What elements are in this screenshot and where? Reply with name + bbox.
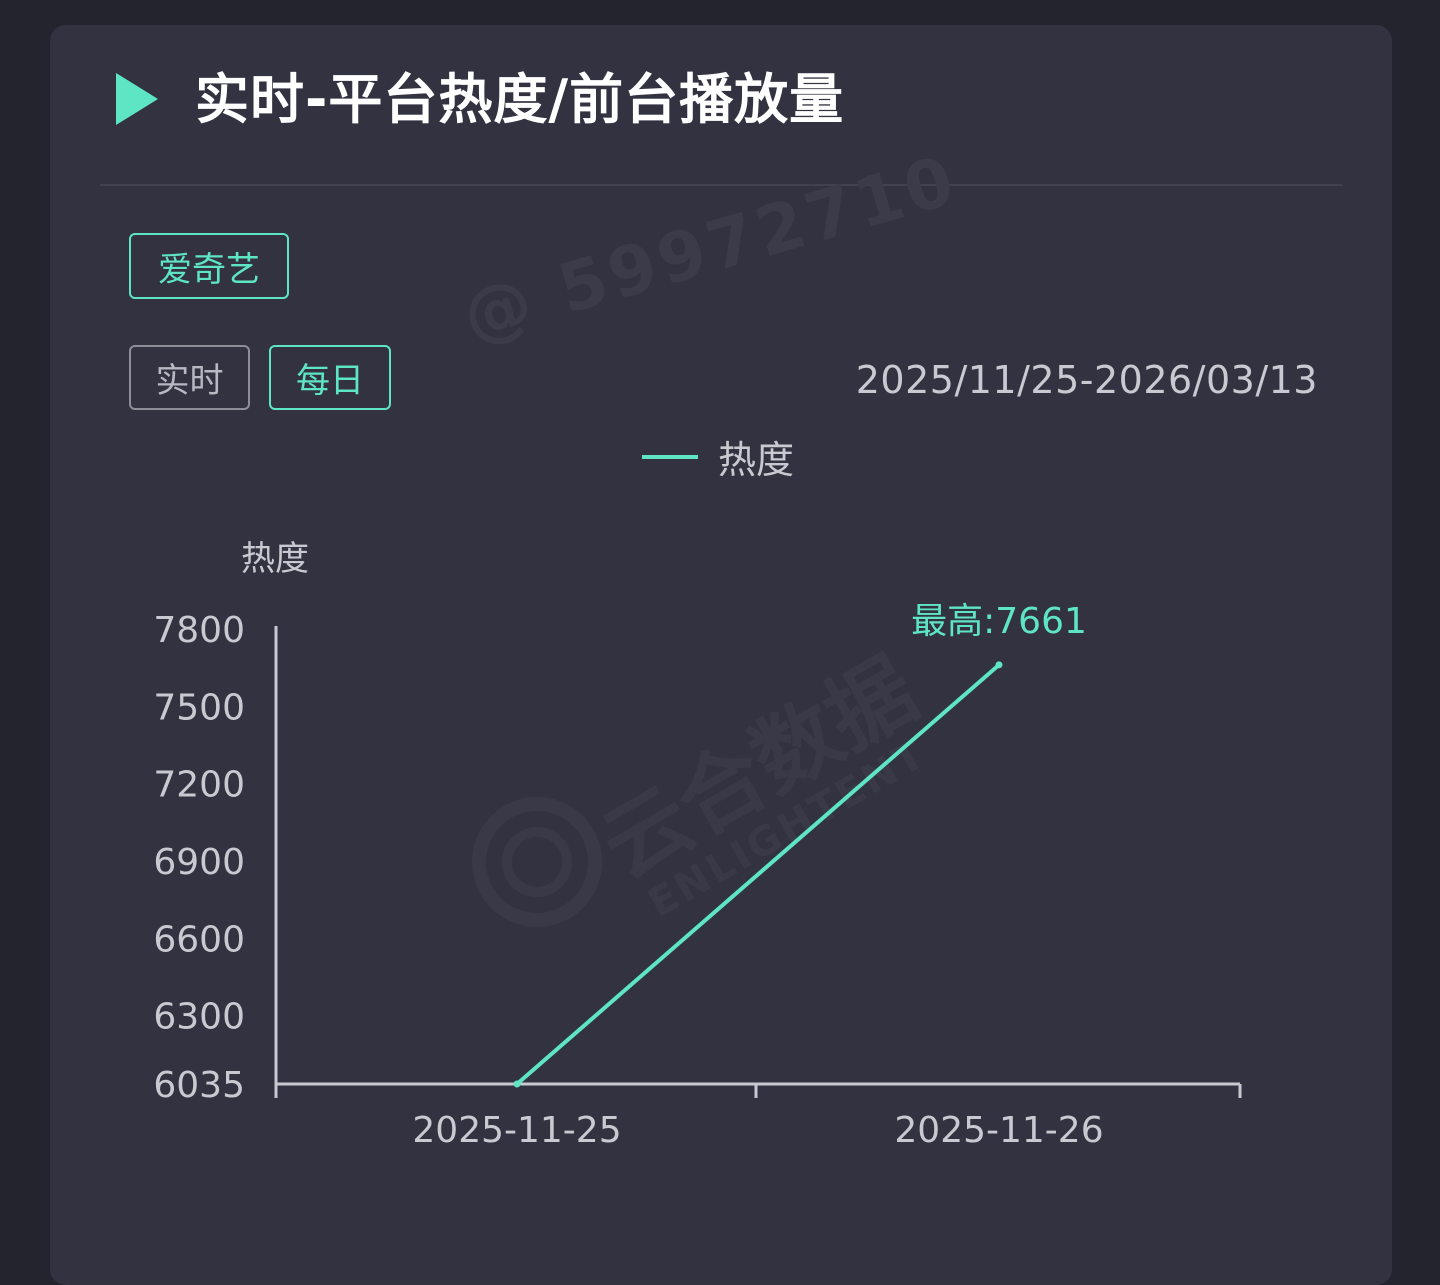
- brand-logo-icon: [472, 797, 602, 927]
- y-tick-labels: 7800 7500 7200 6900 6600 6300 6035: [153, 610, 245, 1106]
- data-point[interactable]: [513, 1080, 521, 1088]
- chart-legend[interactable]: 热度: [642, 429, 794, 484]
- y-tick-label: 6900: [153, 842, 245, 883]
- divider: [100, 184, 1342, 186]
- brand-watermark: 云合数据 ENLIGHTENT: [472, 640, 935, 927]
- x-tick-label: 2025-11-25: [412, 1110, 621, 1151]
- y-tick-label: 7500: [153, 687, 245, 728]
- tab-daily[interactable]: 每日: [269, 345, 391, 410]
- tab-realtime[interactable]: 实时: [129, 345, 250, 410]
- page-title: 实时-平台热度/前台播放量: [195, 68, 845, 131]
- legend-label: 热度: [718, 438, 795, 482]
- x-tick-label: 2025-11-26: [894, 1110, 1103, 1151]
- x-tick-labels: 2025-11-25 2025-11-26: [412, 1110, 1103, 1151]
- play-icon: [116, 73, 158, 125]
- series-line: [515, 663, 1001, 1086]
- platform-tag[interactable]: 爱奇艺: [129, 233, 289, 299]
- annotations: 最高:7661: [911, 601, 1087, 642]
- max-annotation: 最高:7661: [911, 601, 1087, 642]
- y-tick-label: 6300: [153, 997, 245, 1038]
- line-chart: 云合数据 ENLIGHTENT 热度 7800 7500 7200 6900 6600 6…: [153, 539, 1242, 1151]
- y-tick-label: 6035: [153, 1065, 245, 1106]
- data-point[interactable]: [995, 661, 1003, 669]
- legend-line-swatch: [642, 454, 698, 459]
- y-tick-label: 7800: [153, 610, 245, 651]
- series-group: [513, 661, 1003, 1088]
- y-tick-label: 7200: [153, 765, 245, 806]
- chart-card: 实时-平台热度/前台播放量 爱奇艺 实时 每日 2025/11/25-2026/…: [50, 25, 1392, 1285]
- y-tick-label: 6600: [153, 919, 245, 960]
- y-axis-title: 热度: [241, 539, 309, 579]
- date-range[interactable]: 2025/11/25-2026/03/13: [855, 358, 1318, 402]
